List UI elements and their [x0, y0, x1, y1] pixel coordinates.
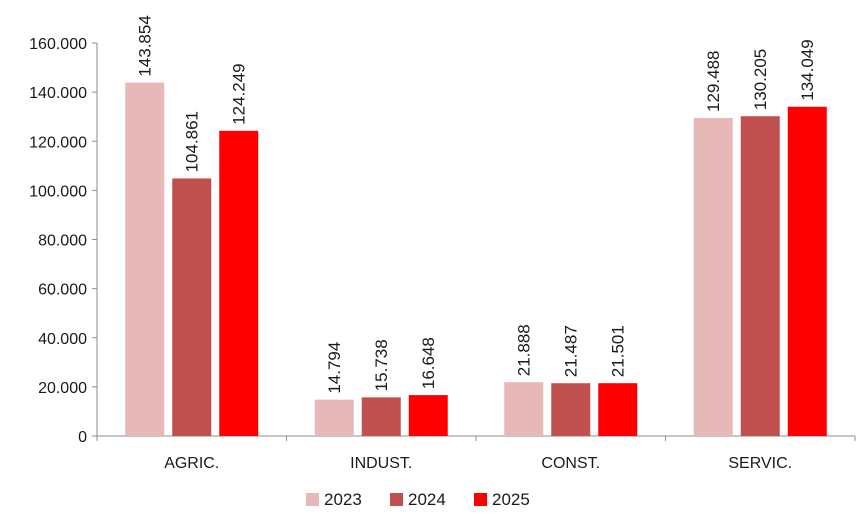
bar-2024-1 [172, 178, 212, 436]
data-label: 134.049 [798, 39, 817, 100]
bar-2023-4 [693, 117, 733, 436]
category-label: AGRIC. [164, 455, 219, 472]
data-label: 129.488 [704, 50, 723, 111]
data-label: 104.861 [183, 111, 202, 172]
y-tick-label: 140.000 [29, 85, 87, 102]
legend-swatch-2024 [390, 493, 403, 506]
data-labels: 143.854 104.861 124.249 14.794 15.738 16.648 2… [136, 15, 818, 393]
legend-swatch-2025 [474, 493, 487, 506]
y-tick-label: 160.000 [29, 36, 87, 53]
y-tick-label: 80.000 [38, 233, 87, 250]
category-labels: AGRIC. INDUST. CONST. SERVIC. [164, 455, 792, 472]
data-label: 130.205 [751, 49, 770, 110]
category-label: SERVIC. [728, 455, 792, 472]
bar-2025-2 [408, 395, 448, 436]
y-tick-label: 120.000 [29, 134, 87, 151]
bar-2025-1 [219, 130, 259, 436]
bar-2024-2 [361, 397, 401, 436]
data-label: 16.648 [419, 337, 438, 389]
legend-swatch-2023 [306, 493, 319, 506]
bar-2024-4 [740, 116, 780, 437]
bar-2023-2 [314, 399, 354, 436]
data-label: 143.854 [136, 15, 155, 76]
bar-2023-3 [504, 382, 544, 436]
category-label: CONST. [541, 455, 600, 472]
y-tick-label: 0 [78, 429, 87, 446]
bar-marks [125, 82, 827, 437]
data-label: 21.888 [515, 324, 534, 376]
y-tick-label: 40.000 [38, 331, 87, 348]
data-label: 15.738 [372, 339, 391, 391]
bar-2025-4 [787, 106, 827, 437]
y-tick-label: 60.000 [38, 282, 87, 299]
bar-2024-3 [551, 383, 591, 436]
y-tick-label: 20.000 [38, 380, 87, 397]
data-label: 21.487 [562, 325, 581, 377]
legend-label: 2023 [324, 490, 362, 509]
y-axis-ticks: 0 20.000 40.000 60.000 80.000 100.000 120.000 1… [29, 36, 97, 446]
y-tick-label: 100.000 [29, 183, 87, 200]
legend: 2023 2024 2025 [306, 490, 530, 509]
data-label: 21.501 [609, 325, 628, 377]
legend-label: 2024 [408, 490, 446, 509]
bar-2025-3 [598, 383, 638, 436]
data-label: 14.794 [325, 342, 344, 394]
category-label: INDUST. [350, 455, 412, 472]
bar-2023-1 [125, 82, 165, 436]
data-label: 124.249 [230, 63, 249, 124]
legend-label: 2025 [492, 490, 530, 509]
